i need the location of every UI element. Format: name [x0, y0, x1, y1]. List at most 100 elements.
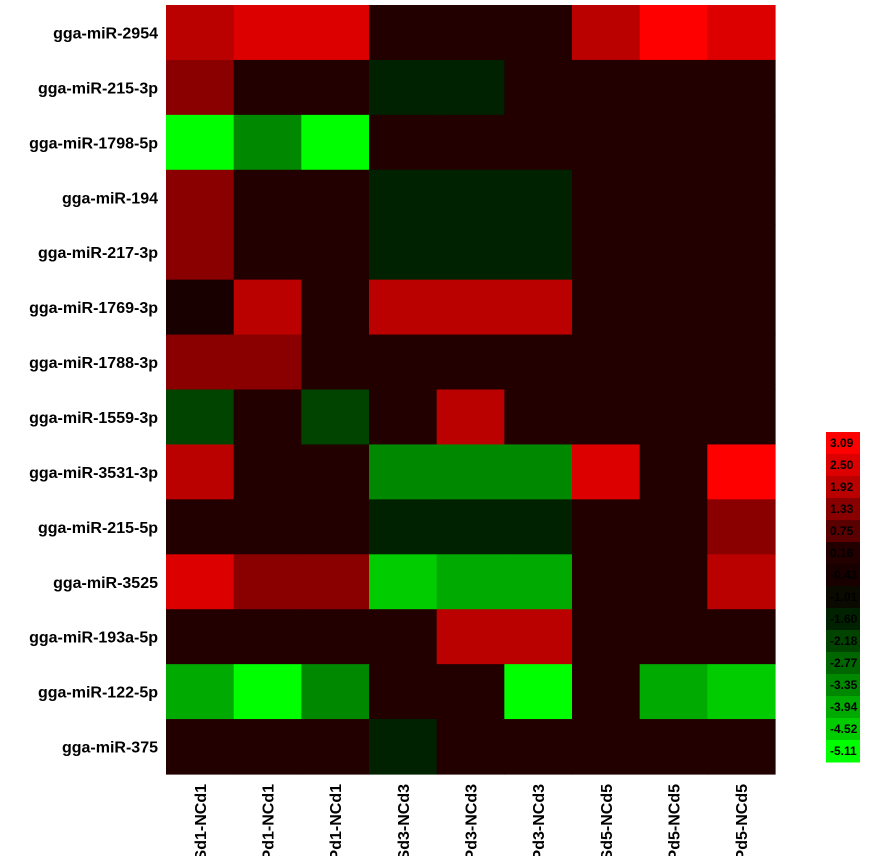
heatmap-cell — [504, 609, 573, 665]
heatmap-cell — [233, 664, 302, 720]
heatmap-cell — [639, 169, 708, 226]
heatmap-cell — [707, 719, 776, 775]
row-label: gga-miR-1769-3p — [29, 300, 158, 317]
heatmap-cell — [639, 444, 708, 500]
heatmap-cell — [436, 279, 505, 336]
heatmap-cell — [369, 554, 438, 610]
row-label: gga-miR-1788-3p — [29, 355, 158, 372]
heatmap-cell — [639, 664, 708, 720]
heatmap-cell — [504, 114, 573, 171]
row-label: gga-miR-3525 — [53, 575, 158, 592]
heatmap-cell — [369, 609, 438, 665]
heatmap-cell — [572, 5, 641, 61]
heatmap-cell — [504, 664, 573, 720]
heatmap-cell — [639, 719, 708, 775]
heatmap-cell — [572, 554, 641, 610]
column-label: SPd5-NCd5 — [667, 784, 684, 856]
heatmap-cell — [369, 664, 438, 720]
heatmap-cell — [233, 279, 302, 336]
heatmap-cell — [369, 169, 438, 226]
row-label: gga-miR-375 — [62, 740, 158, 757]
heatmap-cell — [572, 499, 641, 555]
heatmap-cell — [639, 499, 708, 555]
legend-swatch — [826, 674, 860, 697]
heatmap-cell — [504, 169, 573, 226]
legend-tick-label: 0.75 — [830, 524, 854, 538]
legend-tick-label: -1.01 — [830, 590, 858, 604]
heatmap-cell — [233, 334, 302, 391]
heatmap-cell — [233, 389, 302, 446]
heatmap-cell — [639, 224, 708, 281]
heatmap-cell — [436, 609, 505, 665]
column-label: Sd1-NCd1 — [193, 784, 210, 856]
heatmap-cell — [166, 114, 235, 171]
heatmap-cell — [233, 114, 302, 171]
legend-swatch — [826, 608, 860, 631]
legend-tick-label: -0.43 — [830, 568, 858, 582]
heatmap-cell — [301, 334, 370, 391]
heatmap-cell — [707, 5, 776, 61]
legend-swatch — [826, 476, 860, 499]
heatmap-cell — [301, 59, 370, 116]
heatmap-cell — [233, 719, 302, 775]
legend-swatch — [826, 564, 860, 587]
heatmap-cell — [166, 554, 235, 610]
heatmap-cell — [707, 59, 776, 116]
heatmap-cell — [166, 334, 235, 391]
legend-swatch — [826, 542, 860, 565]
color-legend: 3.09 2.50 1.92 1.33 0.75 0.16 -0.43 -1.01 -1.60 -… — [826, 432, 860, 763]
legend-tick-label: -2.77 — [830, 656, 858, 670]
row-label: gga-miR-217-3p — [38, 245, 158, 262]
heatmap-cell — [301, 554, 370, 610]
heatmap-cell — [369, 389, 438, 446]
heatmap-cell — [707, 279, 776, 336]
legend-swatch — [826, 630, 860, 653]
column-label: SPd1-NCd1 — [261, 784, 278, 856]
heatmap-cell — [301, 444, 370, 500]
heatmap-cell — [301, 224, 370, 281]
heatmap-cell — [233, 499, 302, 555]
heatmap-cell — [436, 444, 505, 500]
legend-tick-label: -1.60 — [830, 612, 858, 626]
column-label: SPd3-NCd3 — [464, 784, 481, 856]
heatmap-cell — [369, 114, 438, 171]
heatmap-cell — [166, 664, 235, 720]
heatmap-cell — [369, 279, 438, 336]
legend-tick-label: 2.50 — [830, 458, 854, 472]
heatmap-cells — [166, 5, 776, 775]
heatmap-cell — [436, 169, 505, 226]
heatmap-cell — [166, 719, 235, 775]
legend-swatch — [826, 454, 860, 477]
heatmap-cell — [707, 444, 776, 500]
heatmap-cell — [504, 389, 573, 446]
legend-tick-label: 1.33 — [830, 502, 854, 516]
heatmap-cell — [504, 59, 573, 116]
heatmap-cell — [233, 554, 302, 610]
heatmap-cell — [233, 169, 302, 226]
legend-swatch — [826, 432, 860, 455]
heatmap-cell — [707, 609, 776, 665]
heatmap-cell — [233, 5, 302, 61]
row-label: gga-miR-193a-5p — [29, 630, 158, 647]
heatmap-cell — [504, 334, 573, 391]
heatmap-cell — [166, 499, 235, 555]
heatmap-cell — [436, 224, 505, 281]
legend-swatch — [826, 740, 860, 763]
column-label: Pd3-NCd3 — [531, 784, 548, 856]
legend-tick-label: 3.09 — [830, 436, 854, 450]
heatmap-cell — [233, 224, 302, 281]
row-label: gga-miR-3531-3p — [29, 465, 158, 482]
heatmap-cell — [572, 334, 641, 391]
row-label: gga-miR-194 — [62, 190, 158, 207]
legend-tick-label: -5.11 — [830, 744, 857, 758]
heatmap-cell — [166, 59, 235, 116]
heatmap-cell — [639, 5, 708, 61]
row-label: gga-miR-1559-3p — [29, 410, 158, 427]
legend-tick-label: 1.92 — [830, 480, 854, 494]
legend-swatch — [826, 586, 860, 609]
heatmap-cell — [572, 719, 641, 775]
heatmap-cell — [233, 609, 302, 665]
heatmap-cell — [707, 664, 776, 720]
heatmap-cell — [436, 554, 505, 610]
